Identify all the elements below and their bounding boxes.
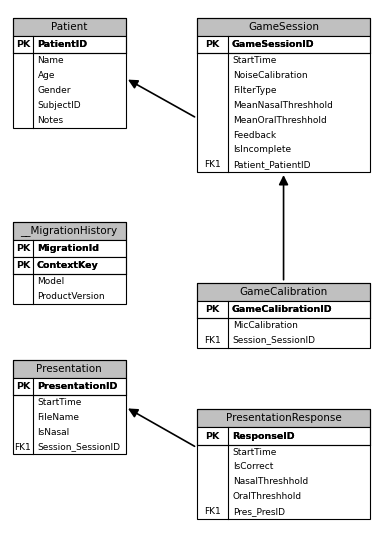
Bar	[197, 283, 370, 347]
Text: FilterType: FilterType	[233, 86, 276, 95]
Bar	[197, 409, 370, 519]
Bar	[197, 18, 370, 172]
Text: __MigrationHistory: __MigrationHistory	[20, 225, 117, 237]
Text: Model: Model	[38, 277, 65, 286]
Text: GameCalibrationID: GameCalibrationID	[232, 305, 332, 314]
Text: StartTime: StartTime	[233, 56, 277, 65]
Text: StartTime: StartTime	[233, 448, 277, 456]
Text: PatientID: PatientID	[37, 40, 87, 49]
Bar	[197, 36, 370, 53]
Text: PK: PK	[16, 244, 30, 253]
Text: StartTime: StartTime	[38, 398, 82, 407]
Text: PK: PK	[205, 432, 220, 440]
Text: PK: PK	[205, 305, 220, 314]
Text: Patient_PatientID: Patient_PatientID	[233, 160, 310, 170]
Text: ContextKey: ContextKey	[37, 261, 99, 270]
Text: IsIncomplete: IsIncomplete	[233, 146, 291, 155]
Text: Name: Name	[38, 56, 64, 65]
Text: Session_SessionID: Session_SessionID	[233, 336, 316, 345]
Text: FK1: FK1	[204, 507, 221, 516]
Text: GameSessionID: GameSessionID	[232, 40, 315, 49]
Bar	[197, 283, 370, 301]
Bar	[13, 360, 125, 378]
Text: Feedback: Feedback	[233, 131, 276, 140]
Bar	[13, 222, 125, 304]
Text: MicCalibration: MicCalibration	[233, 321, 298, 330]
Text: PresentationID: PresentationID	[37, 382, 117, 391]
Text: Patient: Patient	[51, 22, 87, 32]
Text: PresentationResponse: PresentationResponse	[226, 413, 341, 423]
Text: MigrationId: MigrationId	[37, 244, 99, 253]
Text: Presentation: Presentation	[36, 364, 102, 374]
Bar	[197, 301, 370, 318]
Text: ContextKey: ContextKey	[37, 261, 99, 270]
Bar	[13, 257, 125, 274]
Text: PresentationID: PresentationID	[37, 382, 117, 391]
Text: PK: PK	[205, 40, 220, 49]
Text: IsNasal: IsNasal	[38, 428, 70, 437]
Text: OralThreshhold: OralThreshhold	[233, 492, 302, 501]
Text: Notes: Notes	[38, 116, 64, 125]
Text: GameCalibration: GameCalibration	[240, 286, 328, 296]
Text: IsCorrect: IsCorrect	[233, 463, 273, 471]
Text: SubjectID: SubjectID	[38, 101, 81, 110]
Text: ResponseID: ResponseID	[232, 432, 294, 440]
Bar	[13, 18, 125, 36]
Text: PK: PK	[16, 261, 30, 270]
Text: ResponseID: ResponseID	[232, 432, 294, 440]
Bar	[197, 428, 370, 444]
Text: Gender: Gender	[38, 86, 71, 95]
Text: NasalThreshhold: NasalThreshhold	[233, 478, 308, 486]
Bar	[13, 36, 125, 53]
Bar	[13, 222, 125, 240]
Text: MeanNasalThreshhold: MeanNasalThreshhold	[233, 101, 332, 110]
Text: Pres_PresID: Pres_PresID	[233, 507, 285, 516]
Text: FK1: FK1	[204, 160, 221, 170]
Text: NoiseCalibration: NoiseCalibration	[233, 71, 307, 80]
Bar	[13, 240, 125, 257]
Text: Age: Age	[38, 71, 55, 80]
Text: ProductVersion: ProductVersion	[38, 292, 105, 301]
Text: MigrationId: MigrationId	[37, 244, 99, 253]
Text: PatientID: PatientID	[37, 40, 87, 49]
Text: MeanOralThreshhold: MeanOralThreshhold	[233, 116, 326, 125]
Text: FK1: FK1	[204, 336, 221, 345]
Bar	[13, 18, 125, 127]
Text: GameCalibrationID: GameCalibrationID	[232, 305, 332, 314]
Bar	[13, 378, 125, 395]
Text: PK: PK	[16, 40, 30, 49]
Text: FK1: FK1	[14, 443, 31, 452]
Bar	[13, 360, 125, 454]
Text: FileName: FileName	[38, 413, 80, 422]
Bar	[197, 18, 370, 36]
Bar	[197, 409, 370, 428]
Text: GameSession: GameSession	[248, 22, 319, 32]
Text: GameSessionID: GameSessionID	[232, 40, 315, 49]
Text: PK: PK	[16, 382, 30, 391]
Text: Session_SessionID: Session_SessionID	[38, 443, 121, 452]
